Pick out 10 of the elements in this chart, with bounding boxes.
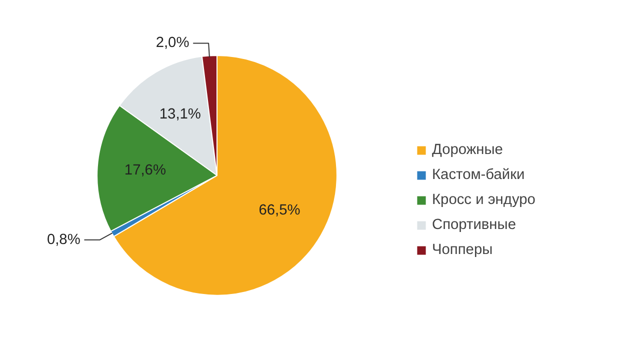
- legend-label: Кастом-байки: [432, 167, 525, 183]
- legend-label: Дорожные: [432, 142, 503, 158]
- legend-label: Спортивные: [432, 217, 516, 233]
- data-label: 17,6%: [124, 162, 166, 178]
- legend-label: Кросс и эндуро: [432, 192, 536, 208]
- data-label: 66,5%: [258, 202, 300, 219]
- data-label: 13,1%: [159, 106, 201, 122]
- data-label: 2,0%: [156, 35, 190, 52]
- legend-label: Чопперы: [432, 242, 493, 258]
- data-label: 0,8%: [46, 232, 80, 248]
